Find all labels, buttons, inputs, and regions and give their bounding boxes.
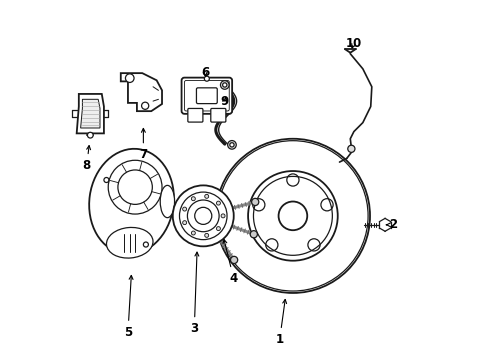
Circle shape [183, 207, 186, 211]
Circle shape [204, 76, 209, 81]
Circle shape [215, 139, 369, 293]
Circle shape [250, 231, 257, 238]
FancyBboxPatch shape [210, 108, 225, 122]
Circle shape [204, 194, 208, 198]
Text: 1: 1 [275, 300, 286, 346]
Circle shape [247, 171, 337, 261]
Circle shape [191, 197, 195, 201]
Circle shape [222, 83, 226, 87]
Polygon shape [121, 73, 162, 111]
Text: 3: 3 [190, 252, 199, 335]
Circle shape [251, 198, 258, 206]
Circle shape [220, 81, 228, 89]
Text: 6: 6 [201, 66, 209, 79]
Circle shape [87, 132, 93, 138]
Circle shape [142, 102, 148, 109]
Circle shape [347, 145, 354, 152]
Polygon shape [81, 99, 100, 128]
Text: 4: 4 [223, 239, 237, 285]
Text: 8: 8 [82, 145, 91, 172]
Circle shape [230, 256, 237, 264]
Polygon shape [77, 94, 104, 134]
Text: 2: 2 [386, 218, 397, 231]
Circle shape [216, 227, 220, 230]
Text: 5: 5 [123, 275, 133, 339]
Circle shape [227, 140, 236, 149]
FancyBboxPatch shape [181, 78, 232, 114]
FancyBboxPatch shape [196, 88, 217, 104]
Ellipse shape [89, 149, 174, 254]
FancyBboxPatch shape [187, 108, 203, 122]
Circle shape [204, 233, 208, 237]
Circle shape [221, 214, 224, 218]
Circle shape [191, 231, 195, 235]
Ellipse shape [160, 185, 174, 218]
Text: 10: 10 [345, 37, 361, 50]
Circle shape [216, 201, 220, 205]
Ellipse shape [106, 228, 153, 258]
Circle shape [183, 221, 186, 225]
Text: 7: 7 [139, 129, 147, 161]
Text: 9: 9 [220, 95, 228, 108]
Circle shape [125, 74, 134, 82]
Circle shape [229, 143, 234, 147]
Circle shape [172, 185, 233, 246]
